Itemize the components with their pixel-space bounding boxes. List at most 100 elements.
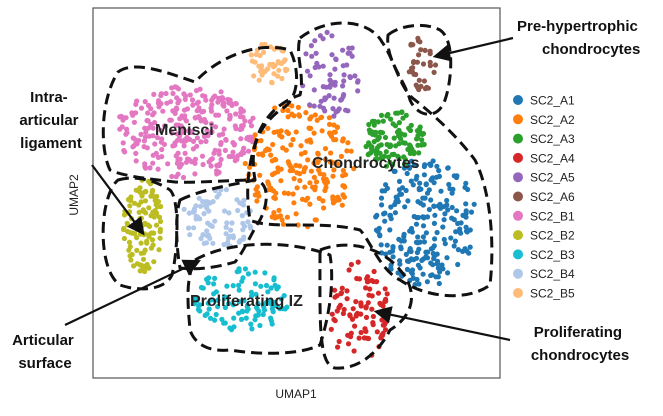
scatter-point (142, 99, 148, 105)
scatter-point (397, 258, 403, 264)
scatter-point (370, 320, 376, 326)
scatter-point (142, 198, 148, 204)
scatter-point (190, 102, 196, 108)
scatter-point (278, 166, 284, 172)
scatter-point (444, 255, 450, 261)
scatter-point (211, 281, 217, 287)
scatter-point (315, 150, 321, 156)
scatter-point (322, 146, 329, 152)
legend: SC2_A1 SC2_A2 SC2_A3 SC2_A4 SC2_A5 SC2_A6 SC2_… (513, 94, 575, 301)
scatter-point (365, 152, 371, 158)
scatter-point (256, 151, 262, 157)
scatter-point (169, 85, 175, 91)
scatter-point (348, 148, 354, 154)
scatter-point (333, 137, 339, 143)
scatter-point (290, 191, 296, 197)
scatter-point (365, 335, 372, 342)
scatter-point (340, 83, 346, 89)
scatter-point (198, 284, 204, 291)
series-sc2-a2 (242, 101, 357, 230)
region-label-menisci: Menisci (155, 122, 214, 139)
scatter-point (210, 199, 216, 205)
scatter-point (396, 120, 402, 126)
scatter-point (155, 199, 162, 205)
scatter-point (221, 241, 227, 248)
scatter-point (408, 41, 414, 48)
scatter-point (316, 64, 322, 70)
scatter-point (229, 101, 235, 107)
scatter-point (248, 289, 254, 295)
scatter-point (230, 235, 236, 241)
scatter-point (304, 68, 311, 74)
scatter-point (241, 197, 247, 203)
scatter-point (154, 204, 161, 210)
scatter-point (142, 220, 148, 226)
scatter-point (412, 281, 418, 288)
scatter-point (410, 65, 416, 71)
scatter-point (321, 205, 327, 211)
scatter-point (334, 308, 340, 314)
y-axis-title: UMAP2 (67, 174, 81, 216)
scatter-point (138, 131, 144, 137)
arrow-pre-hypertrophic (432, 36, 514, 62)
scatter-point (152, 208, 158, 214)
callout-line: Intra- (30, 89, 68, 106)
scatter-point (262, 41, 268, 47)
scatter-point (284, 214, 290, 220)
scatter-point (363, 328, 369, 334)
scatter-point (462, 184, 468, 190)
scatter-point (447, 186, 453, 192)
scatter-point (267, 300, 273, 306)
scatter-point (147, 165, 153, 171)
scatter-point (333, 56, 339, 63)
scatter-point (184, 156, 191, 162)
scatter-point (196, 105, 202, 111)
scatter-point (203, 138, 209, 144)
scatter-point (347, 74, 353, 80)
scatter-point (151, 91, 157, 97)
scatter-point (208, 121, 215, 127)
scatter-point (240, 202, 246, 208)
scatter-point (326, 93, 332, 99)
scatter-point (311, 130, 317, 136)
scatter-point (355, 78, 361, 84)
scatter-point (226, 210, 232, 216)
scatter-point (181, 143, 187, 149)
scatter-point (423, 230, 429, 236)
series-sc2-b1 (117, 84, 256, 181)
scatter-point (131, 263, 137, 269)
scatter-point (343, 107, 349, 113)
callout-intra-articular: Intra- articular ligament (19, 89, 82, 152)
scatter-point (252, 281, 258, 287)
scatter-point (226, 300, 232, 307)
scatter-point (441, 217, 447, 223)
scatter-point (141, 209, 147, 215)
scatter-point (248, 321, 254, 327)
scatter-point (186, 136, 193, 142)
callout-line: surface (18, 355, 71, 372)
scatter-point (432, 236, 438, 242)
scatter-point (336, 338, 342, 345)
scatter-point (332, 66, 338, 72)
scatter-point (308, 114, 314, 120)
scatter-point (323, 176, 329, 182)
scatter-point (180, 125, 186, 131)
scatter-point (454, 208, 460, 214)
scatter-point (342, 184, 348, 190)
scatter-point (175, 86, 182, 92)
scatter-point (431, 69, 437, 75)
scatter-point (378, 195, 385, 201)
scatter-point (136, 137, 142, 144)
scatter-point (262, 270, 268, 276)
scatter-point (293, 129, 299, 135)
outline-proliferating-iz (186, 242, 334, 355)
scatter-point (307, 73, 313, 79)
scatter-point (423, 181, 429, 187)
scatter-point (187, 232, 193, 238)
legend-marker (513, 133, 523, 144)
scatter-point (307, 201, 313, 207)
scatter-point (261, 49, 267, 55)
scatter-point (127, 253, 133, 259)
scatter-point (213, 289, 219, 295)
